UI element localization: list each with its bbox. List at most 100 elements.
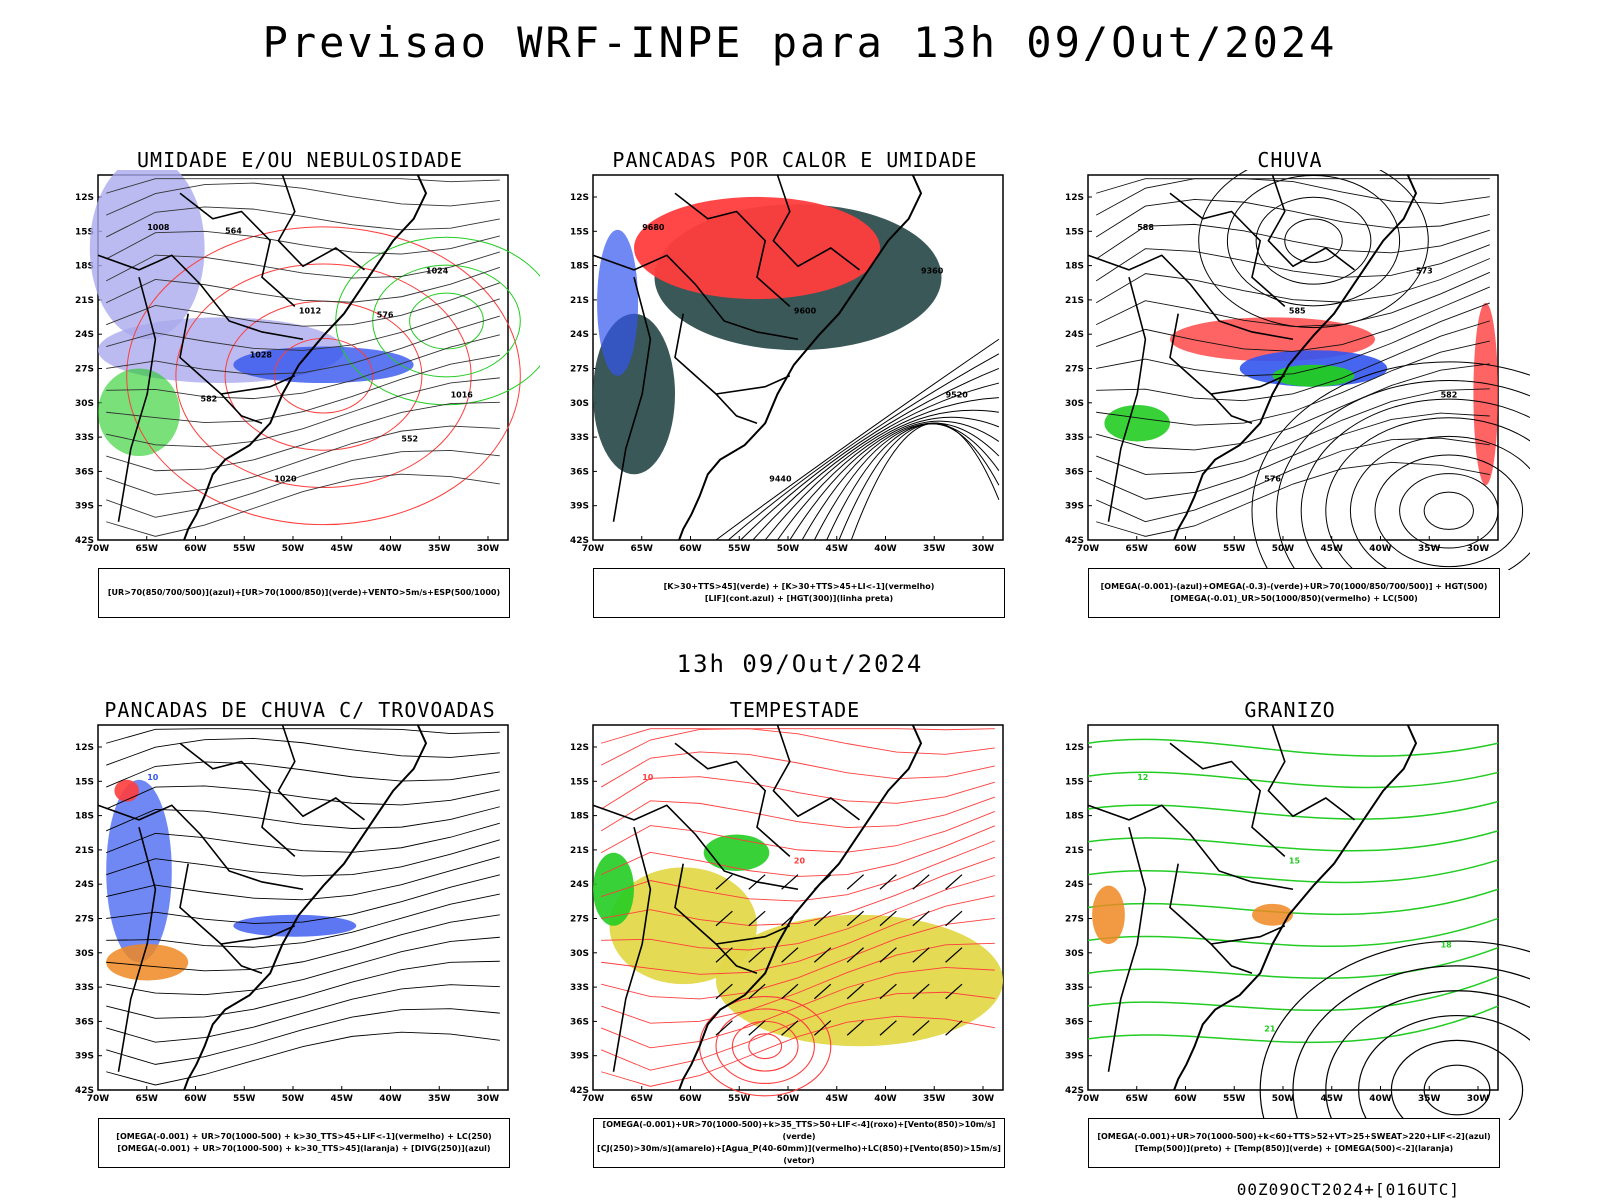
wind-vector <box>879 874 897 890</box>
lon-tick-label: 70W <box>1077 1094 1100 1104</box>
lat-tick-label: 12S <box>75 193 94 203</box>
wind-vector <box>846 983 864 1000</box>
panel-umidade: UMIDADE E/OU NEBULOSIDADE 12S 15S 18S 21S 24… <box>60 148 540 623</box>
thunderstorm-area <box>106 944 189 981</box>
lon-tick-label: 35W <box>428 544 451 554</box>
lat-tick-label: 18S <box>570 262 589 272</box>
lat-tick-label: 12S <box>570 193 589 203</box>
lat-tick-label: 33S <box>1065 983 1084 993</box>
country-border <box>592 804 799 891</box>
lon-tick-label: 35W <box>428 1094 451 1104</box>
legend-line-1: [OMEGA(-0.001)-(azul)+OMEGA(-0.3)-(verde… <box>1100 582 1488 591</box>
lat-tick-label: 24S <box>570 330 589 340</box>
country-border <box>1169 192 1286 307</box>
lon-tick-label: 55W <box>728 544 751 554</box>
country-border <box>1169 313 1253 424</box>
streamline <box>1096 271 1490 328</box>
temp-850-contour <box>1087 976 1499 1011</box>
lon-tick-label: 30W <box>972 544 995 554</box>
streamline <box>1096 437 1490 523</box>
wind-vector <box>912 1020 930 1036</box>
lat-tick-label: 15S <box>570 227 589 237</box>
contour-label: 9440 <box>769 475 792 484</box>
legend-box: [OMEGA(-0.001)+UR>70(1000-500)+k>35_TTS>… <box>593 1118 1005 1168</box>
omega-area-2 <box>1252 903 1293 926</box>
country-border <box>1169 742 1286 857</box>
panel-pancadas-trovoadas: PANCADAS DE CHUVA C/ TROVOADAS 12S 15S 18S… <box>60 698 540 1173</box>
lat-tick-label: 24S <box>75 880 94 890</box>
lon-tick-label: 45W <box>826 544 849 554</box>
lon-tick-label: 50W <box>777 544 800 554</box>
rain-area-west <box>1104 404 1170 442</box>
contour-label: 588 <box>1137 223 1154 232</box>
wind-vector <box>879 947 897 963</box>
hgt-contour <box>801 420 1000 541</box>
wind-vector <box>846 910 864 927</box>
contour-label: 1020 <box>274 475 297 484</box>
contour-label: 18 <box>1441 941 1453 950</box>
lat-tick-label: 39S <box>1065 502 1084 512</box>
lat-tick-label: 27S <box>75 365 94 375</box>
lat-tick-label: 30S <box>570 949 589 959</box>
wind-vector <box>715 947 733 963</box>
lat-tick-label: 27S <box>75 915 94 925</box>
wind-vector <box>945 1020 963 1036</box>
wind-vector <box>814 1020 832 1036</box>
lat-tick-label: 18S <box>1065 812 1084 822</box>
contour-label: 9680 <box>642 223 665 232</box>
wind-vector <box>814 910 832 927</box>
lat-tick-label: 18S <box>570 812 589 822</box>
wind-vector-line <box>106 282 500 327</box>
streamline <box>106 856 500 901</box>
wind-vector-line <box>105 206 500 238</box>
lat-tick-label: 15S <box>75 227 94 237</box>
lon-tick-label: 55W <box>233 1094 256 1104</box>
lat-tick-label: 18S <box>1065 262 1084 272</box>
lon-tick-label: 55W <box>1223 1094 1246 1104</box>
lat-tick-label: 36S <box>1065 1017 1084 1027</box>
wind-vector <box>748 910 766 927</box>
hgt-contour <box>727 353 1000 541</box>
contour-label: 1016 <box>451 391 474 400</box>
streamline-850 <box>601 918 995 1000</box>
wind-vector <box>715 910 733 927</box>
legend-box: [OMEGA(-0.001) + UR>70(1000-500) + k>30_… <box>98 1118 510 1168</box>
lon-tick-label: 40W <box>1369 1094 1392 1104</box>
contour-label: 1028 <box>250 351 273 360</box>
streamline <box>1096 340 1490 426</box>
legend-line-2: [OMEGA(-0.001) + UR>70(1000-500) + k>30_… <box>117 1144 491 1153</box>
lat-tick-label: 18S <box>75 812 94 822</box>
lat-tick-label: 15S <box>1065 777 1084 787</box>
lat-tick-label: 12S <box>570 743 589 753</box>
country-border <box>592 254 799 341</box>
streamline <box>1096 363 1490 451</box>
lon-tick-label: 45W <box>1321 544 1344 554</box>
legend-line-1: [OMEGA(-0.001) + UR>70(1000-500) + k>30_… <box>116 1132 492 1141</box>
streamline <box>106 806 500 832</box>
lon-tick-label: 60W <box>184 1094 207 1104</box>
lat-tick-label: 36S <box>1065 467 1084 477</box>
lat-tick-label: 15S <box>1065 227 1084 237</box>
contour-label: 1008 <box>147 223 170 232</box>
streamline-850 <box>601 728 995 744</box>
thickness-contour <box>126 226 521 526</box>
lon-tick-label: 35W <box>923 1094 946 1104</box>
lat-tick-label: 12S <box>75 743 94 753</box>
lifted-index-contour-area <box>597 229 639 376</box>
temp-850-contour <box>1087 830 1499 852</box>
lon-tick-label: 70W <box>582 544 605 554</box>
lon-tick-label: 55W <box>233 544 256 554</box>
lon-tick-label: 45W <box>826 1094 849 1104</box>
hgt-contour <box>740 367 1000 541</box>
lon-tick-label: 40W <box>379 544 402 554</box>
lat-tick-label: 27S <box>570 915 589 925</box>
country-border <box>715 925 791 945</box>
hgt-contour <box>850 422 1000 541</box>
streamline <box>1096 178 1490 194</box>
hgt-contour <box>752 382 1000 541</box>
lat-tick-label: 36S <box>75 1017 94 1027</box>
hgt-contour <box>1226 175 1401 307</box>
